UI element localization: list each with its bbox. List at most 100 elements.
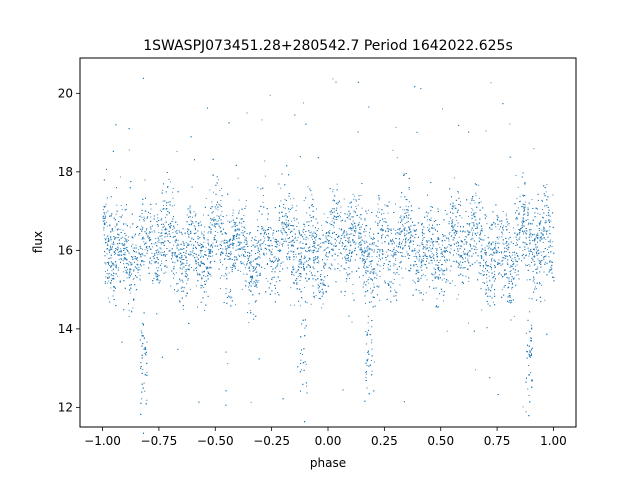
data-point: [421, 258, 423, 260]
data-point: [430, 250, 432, 252]
data-point: [250, 401, 252, 403]
data-point: [541, 199, 543, 201]
data-point: [349, 233, 351, 235]
data-point: [116, 237, 118, 239]
data-point: [173, 277, 174, 279]
data-point: [551, 246, 553, 248]
data-point: [549, 269, 551, 271]
data-point: [330, 263, 332, 265]
data-point: [452, 219, 454, 221]
data-point: [204, 310, 205, 311]
data-point: [177, 239, 179, 241]
data-point: [240, 232, 242, 234]
data-point: [136, 259, 138, 261]
data-point: [525, 411, 527, 413]
data-point: [370, 292, 372, 294]
data-point: [106, 237, 108, 239]
data-point: [157, 279, 159, 281]
data-point: [212, 242, 214, 244]
data-point: [513, 227, 514, 229]
data-point: [530, 372, 532, 374]
data-point: [279, 206, 281, 208]
data-point: [468, 322, 469, 324]
data-point: [384, 218, 386, 219]
data-point: [300, 257, 302, 259]
data-point: [126, 208, 128, 210]
data-point: [421, 259, 423, 261]
data-point: [443, 274, 445, 276]
data-point: [142, 260, 144, 262]
data-point: [371, 339, 373, 341]
data-point: [275, 259, 276, 261]
data-point: [387, 255, 389, 257]
data-point: [387, 254, 389, 256]
data-point: [143, 264, 145, 266]
data-point: [507, 255, 508, 257]
data-point: [323, 213, 325, 215]
data-point: [281, 222, 283, 224]
data-point: [300, 253, 302, 255]
data-point: [226, 240, 228, 242]
data-point: [430, 241, 432, 243]
data-point: [374, 221, 376, 223]
data-point: [230, 297, 232, 299]
data-point: [363, 265, 365, 267]
data-point: [249, 284, 251, 286]
data-point: [551, 268, 553, 270]
data-point: [369, 235, 371, 237]
data-point: [379, 299, 381, 301]
data-point: [123, 247, 124, 249]
data-point: [249, 310, 251, 311]
data-point: [467, 268, 469, 270]
data-point: [327, 217, 329, 219]
data-point: [185, 257, 187, 259]
data-point: [267, 239, 269, 241]
data-point: [233, 263, 234, 265]
data-point: [489, 280, 491, 282]
data-point: [358, 233, 360, 234]
data-point: [196, 256, 198, 258]
data-point: [300, 252, 302, 254]
data-point: [323, 283, 325, 285]
data-point: [161, 269, 163, 271]
data-point: [344, 235, 346, 237]
data-point: [133, 277, 135, 279]
data-point: [501, 289, 503, 291]
data-point: [109, 265, 110, 266]
data-point: [105, 203, 107, 205]
data-point: [334, 259, 336, 261]
data-point: [531, 380, 533, 382]
data-point: [454, 285, 456, 287]
data-point: [203, 231, 205, 233]
data-point: [448, 240, 450, 242]
data-point: [232, 209, 234, 211]
data-point: [400, 234, 401, 235]
data-point: [549, 259, 551, 261]
data-point: [371, 342, 373, 344]
data-point: [126, 239, 128, 241]
data-point: [382, 267, 384, 269]
data-point: [416, 251, 418, 253]
data-point: [166, 236, 168, 237]
data-point: [529, 233, 531, 235]
data-point: [479, 231, 481, 233]
data-point: [394, 230, 396, 232]
data-point: [128, 309, 130, 311]
data-point: [139, 269, 141, 271]
data-point: [114, 226, 116, 228]
data-point: [529, 231, 531, 233]
data-point: [126, 277, 128, 279]
data-point: [409, 238, 411, 240]
data-point: [496, 249, 498, 251]
data-point: [323, 265, 324, 267]
data-point: [379, 276, 381, 277]
data-point: [204, 254, 206, 256]
data-point: [318, 298, 320, 300]
data-point: [142, 236, 144, 238]
data-point: [443, 255, 445, 257]
data-point: [176, 259, 178, 261]
data-point: [311, 236, 313, 238]
data-point: [373, 283, 375, 285]
data-point: [497, 250, 499, 252]
data-point: [111, 265, 113, 267]
